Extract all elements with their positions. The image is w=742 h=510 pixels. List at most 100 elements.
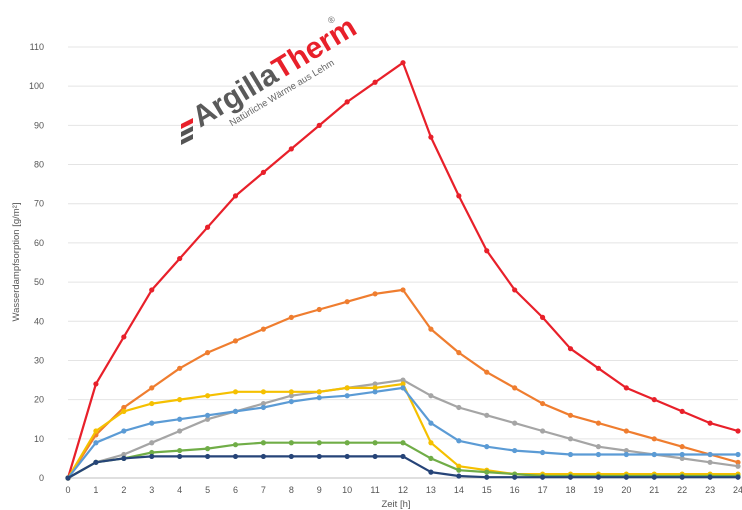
data-point [707,420,713,426]
data-point [484,248,490,254]
data-point [595,474,602,480]
data-point [679,444,685,450]
x-tick-label: 19 [593,485,603,495]
data-point [456,193,462,199]
data-point [428,134,434,140]
data-point [707,459,713,465]
data-point [372,385,378,391]
data-point [149,453,155,460]
x-tick-label: 0 [65,485,70,495]
x-tick-label: 8 [289,485,294,495]
data-point [204,446,211,452]
data-point [567,474,574,480]
data-point [288,393,294,399]
data-point [400,440,406,446]
data-point [567,451,574,458]
y-axis-label: Wasserdampfsorption [g/m²] [11,203,22,322]
data-point [456,467,462,473]
data-point [428,393,434,399]
x-tick-label: 5 [205,485,210,495]
y-tick-label: 90 [34,120,44,130]
data-point [260,440,267,446]
data-point [456,463,462,469]
data-point [595,444,602,450]
x-tick-label: 3 [149,485,154,495]
data-point [512,287,518,293]
data-point [539,449,546,456]
data-point [177,397,183,403]
data-point [567,412,574,418]
data-point [372,291,378,297]
data-point [707,474,713,480]
argillatherm-logo: ArgillaTherm ® Natürliche Wärme aus Lehm [181,10,363,145]
data-point [679,408,685,414]
data-point [735,474,741,480]
grid-lines [68,46,738,479]
data-point [232,389,239,395]
data-point [623,474,629,480]
data-point [400,453,406,460]
data-point [93,428,99,434]
data-point [204,453,211,460]
data-point [623,451,629,458]
x-tick-label: 11 [370,485,379,495]
x-tick-label: 12 [398,485,408,495]
data-point [288,314,294,320]
data-point [93,440,99,446]
data-point [149,385,155,391]
data-point [651,451,657,458]
y-tick-label: 30 [34,355,44,365]
data-point [595,365,602,371]
data-point [204,224,211,230]
data-point [260,169,267,175]
y-tick-label: 0 [39,473,44,483]
data-point [232,442,239,448]
y-tick-label: 70 [34,199,44,209]
data-point [177,453,183,460]
data-point [484,474,490,480]
data-point [232,338,239,344]
data-point [428,455,434,462]
x-tick-label: 4 [177,485,182,495]
data-point [400,381,406,387]
data-point [735,428,741,434]
svg-text:ArgillaTherm: ArgillaTherm [187,10,363,134]
data-point [651,474,657,480]
series-2 [65,287,741,481]
data-point [344,299,350,305]
data-point [260,326,267,332]
y-tick-label: 110 [30,42,44,52]
data-point [372,440,378,446]
data-point [316,389,322,395]
x-tick-label: 22 [677,485,687,495]
data-point [344,99,350,105]
data-point [372,389,378,395]
data-point [623,385,629,391]
y-tick-label: 10 [34,434,44,444]
data-point [344,453,350,460]
data-point [567,346,574,352]
data-point [400,60,406,66]
data-point [484,369,490,375]
data-point [651,436,657,442]
data-point [316,122,322,128]
data-point [428,420,434,426]
data-point [260,400,267,407]
data-point [149,440,155,446]
data-point [232,408,239,414]
data-point [344,393,350,399]
data-point [595,451,602,458]
y-tick-label: 40 [34,316,44,326]
data-point [484,412,490,418]
data-point [204,412,211,418]
data-point [204,416,211,422]
data-point [316,453,322,460]
x-tick-label: 1 [93,485,98,495]
data-point [93,381,99,387]
data-point [149,287,155,293]
data-point [428,469,434,475]
data-point [595,420,602,426]
data-point [288,398,294,405]
x-tick-label: 18 [565,485,575,495]
